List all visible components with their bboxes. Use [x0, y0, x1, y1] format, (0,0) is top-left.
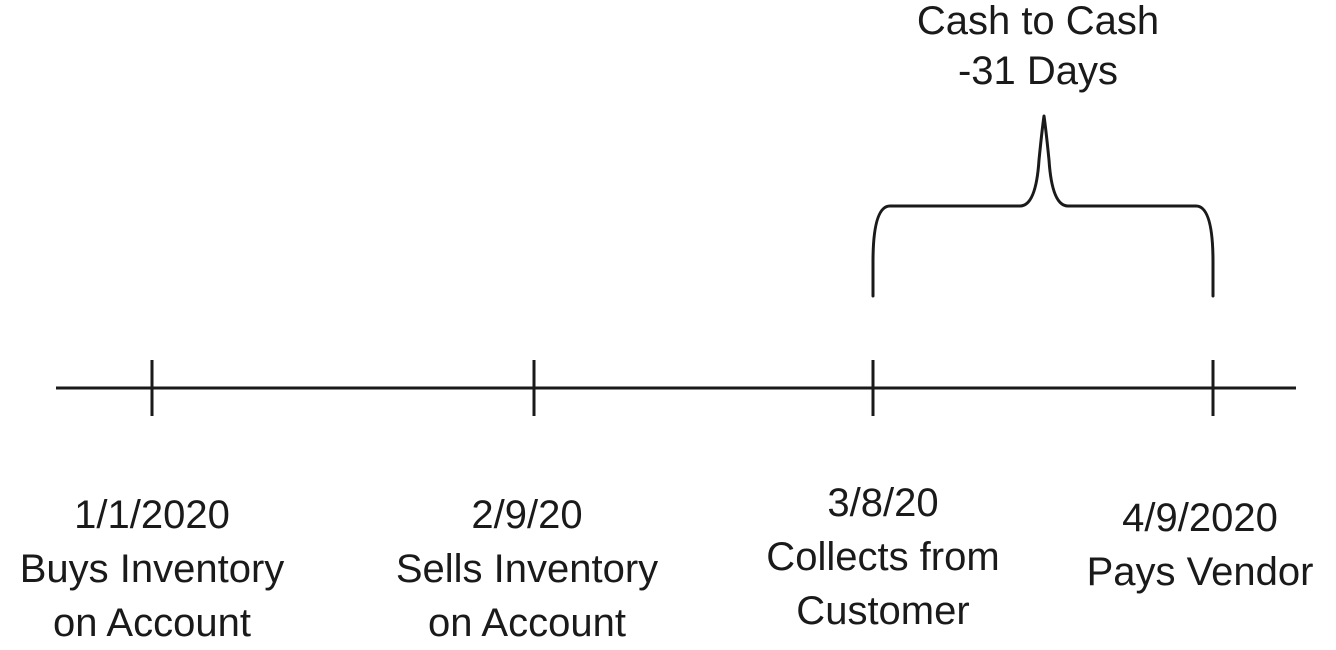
- bracket-label-line2: -31 Days: [957, 49, 1119, 93]
- event-date: 4/9/2020: [1122, 496, 1278, 540]
- event-label-2: 2/9/20 Sells Inventory on Account: [396, 488, 658, 650]
- cash-to-cash-bracket: [871, 114, 1215, 298]
- event-date: 2/9/20: [471, 493, 583, 537]
- bracket-label-line1: Cash to Cash: [916, 0, 1160, 43]
- event-description-line2: Customer: [796, 589, 970, 633]
- event-date: 1/1/2020: [74, 493, 230, 537]
- event-description-line2: on Account: [53, 601, 251, 645]
- bracket-label: Cash to Cash -31 Days: [917, 0, 1159, 98]
- event-description-line1: Buys Inventory: [19, 547, 285, 591]
- event-label-4: 4/9/2020 Pays Vendor: [1087, 491, 1314, 599]
- event-label-1: 1/1/2020 Buys Inventory on Account: [20, 488, 285, 650]
- event-description-line1: Collects from: [766, 535, 1000, 579]
- event-description-line1: Pays Vendor: [1086, 550, 1314, 594]
- event-label-3: 3/8/20 Collects from Customer: [766, 476, 999, 638]
- event-date: 3/8/20: [827, 481, 939, 525]
- event-description-line2: on Account: [428, 601, 626, 645]
- event-description-line1: Sells Inventory: [395, 547, 659, 591]
